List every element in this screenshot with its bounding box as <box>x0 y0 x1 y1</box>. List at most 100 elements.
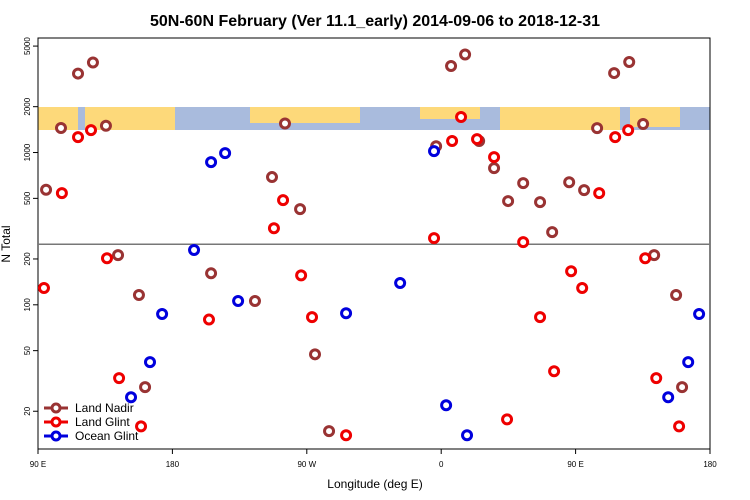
data-point <box>471 133 484 146</box>
legend-label: Land Nadir <box>75 401 134 415</box>
data-point <box>40 183 53 196</box>
data-point <box>294 203 307 216</box>
y-tick-label: 200 <box>23 252 32 266</box>
data-point <box>517 177 530 190</box>
data-point <box>266 171 279 184</box>
data-point <box>112 249 125 262</box>
data-point <box>428 145 441 158</box>
data-point <box>446 135 459 148</box>
data-point <box>428 232 441 245</box>
data-point <box>278 117 291 130</box>
data-point <box>37 281 50 294</box>
data-point <box>622 124 635 137</box>
x-tick-label: 180 <box>703 460 717 469</box>
data-point <box>608 67 621 80</box>
data-point <box>502 195 515 208</box>
y-tick-label: 1000 <box>23 143 32 161</box>
map-strip <box>38 107 710 130</box>
data-point <box>309 348 322 361</box>
data-point <box>546 226 559 239</box>
legend-marker <box>50 402 62 414</box>
data-point <box>219 147 232 160</box>
data-point <box>202 313 215 326</box>
data-point <box>445 59 458 72</box>
data-point <box>113 372 126 385</box>
data-point <box>637 118 650 131</box>
data-point <box>563 176 576 189</box>
data-point <box>306 311 319 324</box>
data-point <box>501 413 514 426</box>
data-point <box>156 308 169 321</box>
data-point <box>578 184 591 197</box>
data-point <box>72 67 85 80</box>
data-point <box>125 391 138 404</box>
y-tick-label: 20 <box>23 406 32 415</box>
data-point <box>139 381 152 394</box>
y-tick-label: 100 <box>23 298 32 312</box>
legend-marker <box>50 416 62 428</box>
x-tick-label: 90 E <box>30 460 46 469</box>
data-point <box>277 194 290 207</box>
data-point <box>295 269 308 282</box>
data-point <box>144 356 156 369</box>
data-point <box>623 56 636 69</box>
data-point <box>85 124 98 137</box>
data-point <box>534 196 547 209</box>
x-tick-label: 90 E <box>567 460 583 469</box>
data-point <box>135 420 148 433</box>
legend-marker <box>50 430 62 442</box>
y-tick-label: 500 <box>23 191 32 205</box>
y-tick-label: 2000 <box>23 97 32 115</box>
data-point <box>188 244 201 257</box>
data-point <box>248 294 261 307</box>
legend-label: Land Glint <box>75 415 130 429</box>
data-point <box>55 187 68 200</box>
data-point <box>72 131 85 144</box>
y-tick-label: 50 <box>23 346 32 355</box>
data-point <box>340 429 353 442</box>
data-point <box>488 151 501 164</box>
data-point <box>86 56 99 69</box>
x-axis-label: Longitude (deg E) <box>327 477 422 491</box>
data-point <box>609 131 622 144</box>
data-point <box>565 265 578 278</box>
data-point <box>340 307 353 320</box>
data-point <box>205 156 218 169</box>
data-point <box>576 281 589 294</box>
data-point <box>99 119 112 132</box>
y-tick-label: 5000 <box>23 37 32 55</box>
data-point <box>394 277 407 290</box>
data-point <box>534 311 547 324</box>
data-point <box>650 372 663 385</box>
data-point <box>455 111 468 124</box>
data-point <box>461 429 474 442</box>
y-axis-label: N Total <box>0 225 13 262</box>
data-point <box>488 162 501 175</box>
data-point <box>323 425 336 438</box>
data-point <box>205 267 218 280</box>
x-tick-label: 180 <box>166 460 180 469</box>
data-point <box>132 288 145 301</box>
x-tick-label: 0 <box>439 460 444 469</box>
data-point <box>100 252 113 265</box>
data-point <box>593 187 606 200</box>
data-point <box>459 48 472 61</box>
chart-title: 50N-60N February (Ver 11.1_early) 2014-0… <box>150 13 600 30</box>
data-point <box>54 121 67 134</box>
data-point <box>673 420 686 433</box>
data-point <box>676 381 689 394</box>
data-point <box>517 236 530 249</box>
data-point <box>662 391 675 404</box>
data-point <box>693 308 706 321</box>
data-point <box>670 288 683 301</box>
data-point <box>232 294 245 307</box>
data-point <box>267 222 280 235</box>
data-point <box>682 356 695 369</box>
data-point <box>440 399 453 412</box>
data-point <box>639 252 652 265</box>
legend-label: Ocean Glint <box>75 429 139 443</box>
data-point <box>591 122 604 135</box>
x-tick-label: 90 W <box>297 460 316 469</box>
data-point <box>548 365 561 378</box>
